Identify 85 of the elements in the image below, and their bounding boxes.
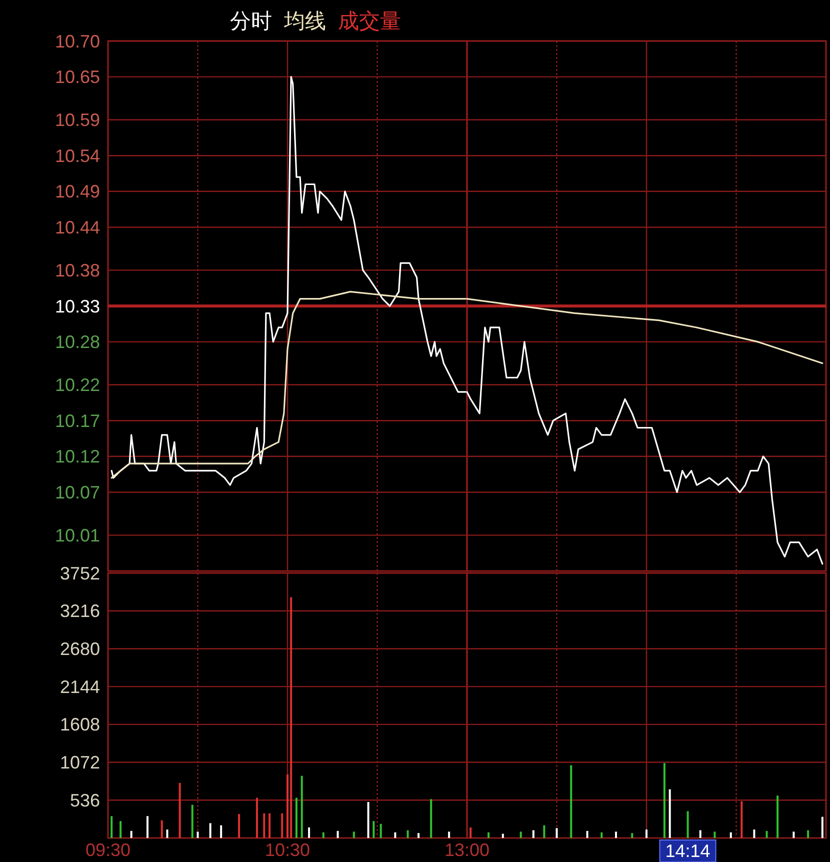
bar xyxy=(418,833,420,838)
text: 均线 xyxy=(283,9,326,33)
bar xyxy=(686,811,689,838)
bar xyxy=(209,823,212,838)
bar xyxy=(699,830,702,838)
bar xyxy=(281,813,284,838)
bar xyxy=(406,830,409,838)
y-tick-label: 10.38 xyxy=(54,260,100,280)
bar xyxy=(220,825,222,838)
bar xyxy=(614,832,617,838)
bar xyxy=(532,830,534,838)
x-tick-label: 13:00 xyxy=(444,840,490,860)
bar xyxy=(556,828,558,838)
bar xyxy=(570,765,572,838)
bar xyxy=(730,832,732,838)
bar xyxy=(766,830,768,838)
bar xyxy=(130,830,132,838)
x-tick-label: 10:30 xyxy=(264,840,310,860)
y-tick-label: 1072 xyxy=(60,752,100,773)
y-tick-label: 10.49 xyxy=(54,182,100,202)
bar xyxy=(322,832,324,838)
x-tick-label: 09:30 xyxy=(85,840,131,860)
y-tick-label: 10.17 xyxy=(54,410,100,431)
bar xyxy=(166,830,168,838)
y-tick-label: 10.07 xyxy=(54,482,100,503)
y-tick-label: 10.54 xyxy=(54,146,100,166)
bar xyxy=(367,802,370,838)
y-tick-label: 10.44 xyxy=(54,218,100,238)
bar xyxy=(792,832,795,838)
bar xyxy=(586,830,588,838)
bar xyxy=(295,798,298,838)
bar xyxy=(380,824,382,838)
bar xyxy=(196,832,199,838)
bar xyxy=(776,796,779,838)
bar xyxy=(600,832,603,838)
y-tick-label: 3752 xyxy=(60,563,100,584)
bar xyxy=(543,825,546,838)
y-tick-label: 10.28 xyxy=(54,332,100,352)
bar xyxy=(372,821,375,838)
bar xyxy=(256,798,258,838)
bar xyxy=(263,813,266,838)
y-tick-label: 10.33 xyxy=(54,296,100,316)
bar xyxy=(308,827,310,838)
y-tick-label: 1608 xyxy=(60,714,100,735)
bar xyxy=(448,832,450,838)
bar xyxy=(430,799,432,838)
y-tick-label: 2144 xyxy=(60,676,100,697)
bar xyxy=(110,816,113,838)
y-tick-label: 10.70 xyxy=(54,31,100,52)
y-tick-label: 10.01 xyxy=(54,525,100,546)
bar xyxy=(300,776,303,838)
bar xyxy=(470,827,472,838)
y-tick-label: 536 xyxy=(70,790,100,810)
bar xyxy=(191,804,194,838)
bar xyxy=(740,801,743,838)
y-tick-label: 10.12 xyxy=(54,446,100,467)
bar xyxy=(646,830,648,838)
bar xyxy=(488,832,490,838)
bar xyxy=(807,830,810,838)
bar xyxy=(268,813,271,838)
y-tick-label: 10.59 xyxy=(54,110,100,130)
bar xyxy=(120,821,122,838)
bar xyxy=(238,814,240,838)
bar xyxy=(290,597,292,838)
bar xyxy=(714,832,716,838)
bar xyxy=(178,782,181,838)
y-tick-label: 10.22 xyxy=(54,375,100,396)
y-tick-label: 3216 xyxy=(60,601,100,622)
y-tick-label: 10.65 xyxy=(54,67,100,88)
x-tick-label: 14:14 xyxy=(665,841,710,861)
bar xyxy=(146,816,148,838)
bar xyxy=(336,830,339,838)
bar xyxy=(394,832,396,838)
bar xyxy=(668,789,671,838)
bar xyxy=(352,832,355,838)
bar xyxy=(753,830,756,838)
bar xyxy=(502,834,504,838)
y-tick-label: 2680 xyxy=(60,639,100,660)
bar xyxy=(631,833,634,838)
text: 成交量 xyxy=(338,9,401,33)
text: 分时 xyxy=(230,9,272,33)
bar xyxy=(821,816,824,838)
bar xyxy=(520,832,522,838)
bar xyxy=(663,763,666,838)
bar xyxy=(160,820,163,838)
